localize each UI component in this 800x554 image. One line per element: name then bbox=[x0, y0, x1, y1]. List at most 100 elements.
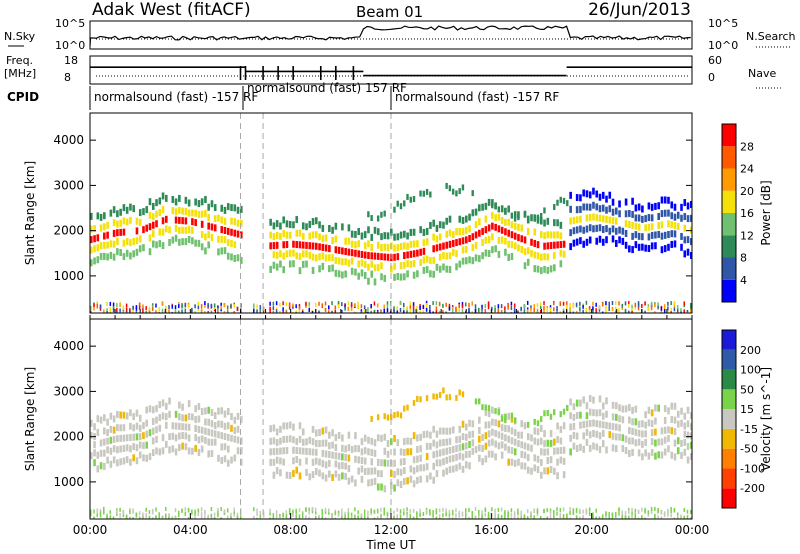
echo-cell bbox=[129, 239, 132, 247]
echo-cell bbox=[295, 438, 299, 446]
echo-cell bbox=[468, 256, 471, 264]
echo-cell bbox=[491, 438, 494, 446]
echo-cell bbox=[318, 440, 321, 448]
scatter-cell bbox=[657, 515, 659, 519]
colorbar-segment bbox=[722, 257, 736, 280]
scatter-cell bbox=[168, 513, 170, 518]
echo-cell bbox=[396, 200, 399, 207]
scatter-cell bbox=[207, 311, 209, 313]
echo-cell bbox=[197, 402, 201, 410]
echo-cell bbox=[305, 438, 308, 446]
scatter-cell bbox=[409, 305, 412, 310]
echo-cell bbox=[321, 439, 325, 447]
scatter-cell bbox=[582, 509, 584, 514]
echo-cell bbox=[357, 228, 360, 236]
scatter-cell bbox=[416, 512, 418, 517]
scatter-cell bbox=[448, 303, 451, 308]
x-tick-label: 00:00 bbox=[73, 523, 108, 537]
echo-cell bbox=[347, 259, 351, 267]
echo-cell bbox=[236, 412, 240, 420]
echo-cell bbox=[132, 433, 135, 441]
echo-cell bbox=[513, 222, 517, 230]
echo-cell bbox=[226, 227, 230, 235]
echo-cell bbox=[628, 221, 631, 229]
echo-cell bbox=[673, 416, 677, 424]
scatter-cell bbox=[350, 306, 353, 311]
echo-cell bbox=[155, 435, 158, 443]
echo-cell bbox=[399, 458, 403, 466]
echo-cell bbox=[647, 452, 651, 460]
scatter-cell bbox=[448, 512, 451, 517]
scatter-cell bbox=[116, 311, 118, 313]
echo-cell bbox=[455, 445, 458, 453]
echo-cell bbox=[670, 212, 674, 220]
echo-cell bbox=[367, 240, 370, 248]
echo-cell bbox=[526, 466, 530, 474]
echo-cell bbox=[510, 412, 514, 419]
echo-cell bbox=[223, 236, 227, 244]
scatter-cell bbox=[549, 508, 552, 513]
echo-cell bbox=[569, 243, 572, 251]
scatter-cell bbox=[546, 508, 549, 513]
scatter-cell bbox=[631, 308, 633, 313]
echo-cell bbox=[455, 190, 458, 197]
scatter-cell bbox=[298, 517, 301, 519]
echo-cell bbox=[363, 447, 367, 455]
echo-cell bbox=[595, 224, 599, 232]
echo-cell bbox=[618, 236, 621, 244]
echo-cell bbox=[233, 229, 237, 237]
scatter-cell bbox=[497, 513, 500, 518]
echo-cell bbox=[239, 219, 243, 227]
echo-cell bbox=[207, 428, 210, 436]
echo-cell bbox=[204, 418, 207, 426]
echo-cell bbox=[468, 462, 471, 470]
echo-cell bbox=[328, 442, 331, 450]
scatter-cell bbox=[533, 508, 535, 513]
echo-cell bbox=[360, 269, 364, 277]
echo-cell bbox=[523, 262, 527, 270]
echo-cell bbox=[151, 417, 155, 425]
scatter-cell bbox=[582, 304, 584, 309]
echo-cell bbox=[341, 472, 344, 480]
echo-cell bbox=[295, 447, 299, 455]
scatter-cell bbox=[288, 508, 291, 513]
echo-cell bbox=[279, 222, 282, 230]
echo-cell bbox=[305, 469, 308, 477]
echo-cell bbox=[631, 437, 634, 445]
echo-cell bbox=[588, 236, 592, 244]
scatter-cell bbox=[539, 305, 542, 310]
echo-cell bbox=[650, 231, 654, 239]
echo-cell bbox=[520, 224, 524, 232]
scatter-cell bbox=[148, 510, 151, 515]
echo-cell bbox=[158, 424, 162, 432]
echo-cell bbox=[272, 261, 276, 269]
scatter-cell bbox=[109, 510, 112, 515]
echo-cell bbox=[285, 231, 289, 239]
echo-cell bbox=[236, 219, 240, 227]
scatter-cell bbox=[393, 306, 395, 311]
echo-cell bbox=[438, 459, 442, 467]
echo-cell bbox=[438, 253, 442, 261]
echo-cell bbox=[93, 423, 96, 431]
echo-cell bbox=[471, 244, 475, 252]
scatter-cell bbox=[650, 509, 653, 514]
echo-cell bbox=[543, 448, 546, 456]
echo-cell bbox=[478, 218, 481, 226]
scatter-cell bbox=[399, 512, 402, 517]
scatter-cell bbox=[618, 301, 620, 306]
echo-cell bbox=[103, 241, 106, 249]
echo-cell bbox=[295, 455, 299, 463]
echo-cell bbox=[370, 416, 373, 423]
scatter-cell bbox=[109, 311, 112, 313]
echo-cell bbox=[660, 221, 664, 229]
echo-cell bbox=[608, 227, 612, 235]
nsearch-tick-top: 10^5 bbox=[708, 17, 738, 30]
echo-cell bbox=[178, 226, 181, 234]
echo-cell bbox=[109, 460, 113, 468]
echo-cell bbox=[631, 232, 634, 240]
echo-cell bbox=[161, 412, 165, 420]
scatter-cell bbox=[445, 302, 447, 307]
echo-cell bbox=[226, 239, 230, 247]
echo-cell bbox=[282, 435, 285, 443]
echo-cell bbox=[585, 225, 589, 233]
